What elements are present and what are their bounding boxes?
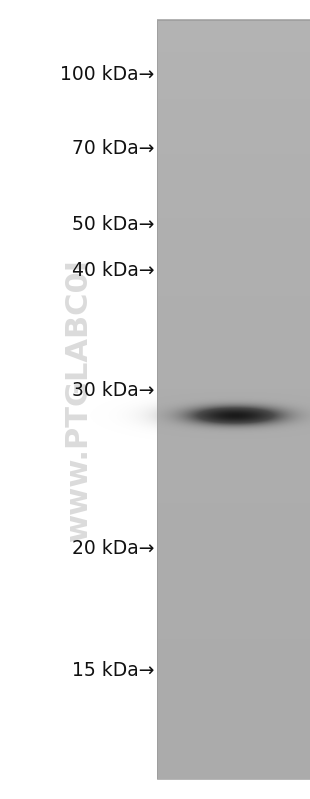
- Text: 40 kDa→: 40 kDa→: [72, 261, 155, 280]
- Text: 100 kDa→: 100 kDa→: [60, 66, 155, 85]
- Text: 20 kDa→: 20 kDa→: [72, 539, 155, 558]
- Text: www.PTGLABC0I: www.PTGLABC0I: [64, 258, 93, 541]
- Text: 50 kDa→: 50 kDa→: [72, 216, 155, 234]
- Bar: [157, 20, 310, 779]
- Text: 15 kDa→: 15 kDa→: [72, 661, 155, 679]
- Text: 30 kDa→: 30 kDa→: [72, 380, 155, 400]
- Text: 70 kDa→: 70 kDa→: [72, 138, 155, 157]
